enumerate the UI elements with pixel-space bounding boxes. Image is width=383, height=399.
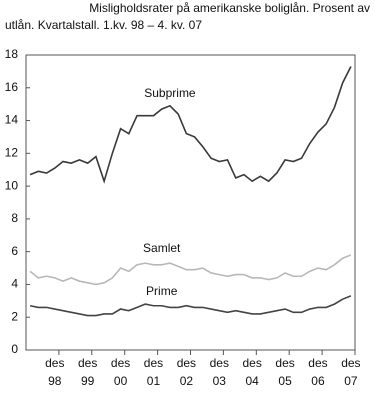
x-tick-label: des 04 <box>243 356 262 388</box>
y-tick-label: 6 <box>11 244 18 258</box>
x-tick-label: des 00 <box>111 356 130 388</box>
y-tick-label: 0 <box>11 342 18 356</box>
series-label: Subprime <box>144 86 196 100</box>
y-tick-label: 4 <box>11 277 18 291</box>
x-tick-label: des 03 <box>210 356 229 388</box>
y-tick-label: 14 <box>5 113 19 127</box>
y-tick-label: 8 <box>11 211 18 225</box>
x-tick-label: des 02 <box>177 356 196 388</box>
x-tick-label: des 06 <box>308 356 327 388</box>
chart-title: Misligholdsrater på amerikanske boliglån… <box>89 1 370 15</box>
x-tick-label: des 05 <box>275 356 294 388</box>
x-tick-label: des 99 <box>78 356 97 388</box>
x-tick-label: des 98 <box>45 356 64 388</box>
x-tick-label: des 01 <box>144 356 163 388</box>
series-line <box>29 254 352 286</box>
series-line <box>29 295 352 317</box>
series-line <box>29 66 352 184</box>
y-tick-label: 16 <box>5 80 19 94</box>
y-tick-label: 2 <box>11 309 18 323</box>
y-tick-label: 18 <box>5 47 19 61</box>
x-tick-label: des 07 <box>341 356 360 388</box>
y-tick-label: 12 <box>5 146 19 160</box>
chart-title: utlån. Kvartalstall. 1.kv. 98 – 4. kv. 0… <box>5 18 202 32</box>
series-label: Prime <box>146 284 178 298</box>
series-label: Samlet <box>143 241 181 255</box>
y-tick-label: 10 <box>5 178 19 192</box>
